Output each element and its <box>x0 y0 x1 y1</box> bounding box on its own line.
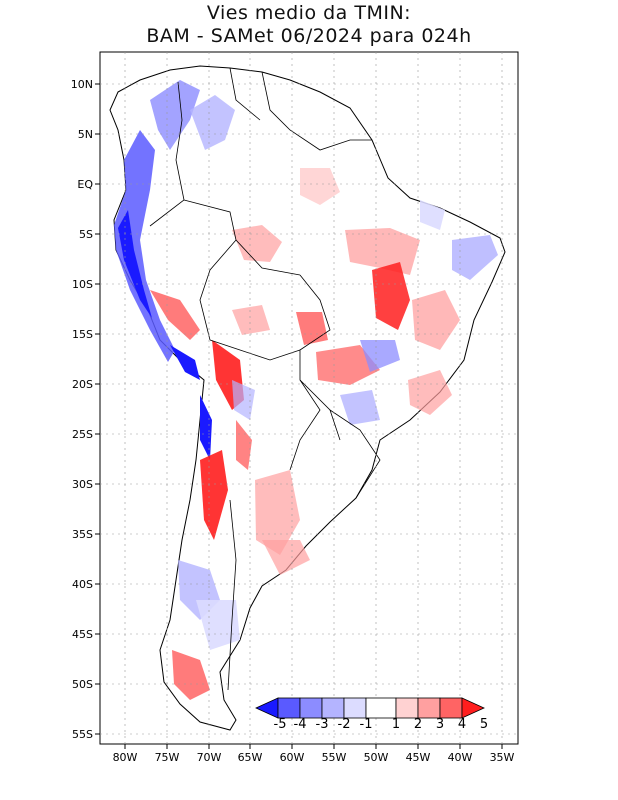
lon-tick-label: 70W <box>197 751 222 764</box>
lat-tick-label: EQ <box>77 178 93 191</box>
colorbar-label-4: -2 <box>338 717 351 732</box>
lon-tick-label: 50W <box>364 751 389 764</box>
lat-tick-label: 35S <box>72 528 93 541</box>
lat-tick-label: 5S <box>79 228 93 241</box>
lat-tick-label: 55S <box>72 728 93 741</box>
colorbar-label-9: 4 <box>458 717 466 732</box>
lat-tick-label: 15S <box>72 328 93 341</box>
graticule <box>100 52 518 744</box>
colorbar-label-8: 3 <box>436 717 444 732</box>
lat-tick-label: 10S <box>72 278 93 291</box>
lon-tick-label: 60W <box>280 751 305 764</box>
colorbar-swatch-2 <box>277 697 301 719</box>
colorbar-label-3: -3 <box>316 717 329 732</box>
lat-tick-label: 5N <box>78 128 93 141</box>
lat-tick-label: 45S <box>72 628 93 641</box>
colorbar-swatch-6 <box>365 697 397 719</box>
colorbar-swatch-9 <box>439 697 463 719</box>
country-borders <box>149 67 381 691</box>
lon-tick-label: 55W <box>322 751 347 764</box>
colorbar-swatch-5 <box>343 697 367 719</box>
map-title-line-2: BAM - SAMet 06/2024 para 024h <box>146 25 472 47</box>
colorbar-swatch-7 <box>395 697 419 719</box>
colorbar-label-6: 1 <box>392 717 400 732</box>
colorbar-label-5: -1 <box>360 717 373 732</box>
lat-tick-label: 20S <box>72 378 93 391</box>
colorbar-label-1: -5 <box>274 717 287 732</box>
lon-tick-label: 45W <box>406 751 431 764</box>
colorbar-label-2: -4 <box>294 717 307 732</box>
lon-axis: 80W 75W 70W 65W 60W 55W 50W 45W 40W 35W <box>113 744 515 764</box>
lon-tick-label: 80W <box>113 751 138 764</box>
colorbar-label-10: 5 <box>480 717 488 732</box>
lat-tick-label: 30S <box>72 478 93 491</box>
lat-tick-label: 40S <box>72 578 93 591</box>
colorbar-label-7: 2 <box>414 717 422 732</box>
lon-tick-label: 65W <box>238 751 263 764</box>
map-title-line-1: Vies medio da TMIN: <box>206 2 412 24</box>
lon-tick-label: 40W <box>448 751 473 764</box>
bias-field <box>114 80 498 700</box>
lat-axis: 10N 5N EQ 5S 10S 15S 20S 25S 30S 35S 40S… <box>71 78 100 741</box>
colorbar-swatch-10 <box>461 697 485 719</box>
colorbar-swatch-3 <box>299 697 323 719</box>
lat-tick-label: 50S <box>72 678 93 691</box>
lat-tick-label: 25S <box>72 428 93 441</box>
lon-tick-label: 35W <box>490 751 515 764</box>
colorbar-swatch-4 <box>321 697 345 719</box>
colorbar: -5 -4 -3 -2 -1 1 2 3 4 5 <box>255 697 488 732</box>
lat-tick-label: 10N <box>71 78 93 91</box>
colorbar-swatch-8 <box>417 697 441 719</box>
lon-tick-label: 75W <box>155 751 180 764</box>
